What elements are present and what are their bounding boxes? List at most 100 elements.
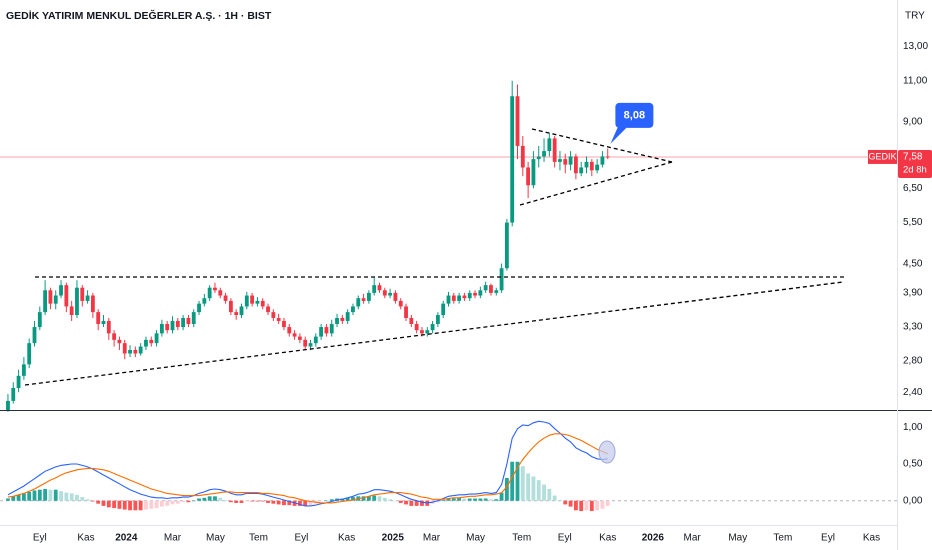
candle-body: [361, 298, 366, 301]
histogram-bar: [197, 498, 201, 501]
histogram-bar: [239, 500, 244, 503]
candle-body: [144, 339, 148, 347]
histogram-bar: [473, 498, 477, 501]
candle-body: [324, 327, 329, 334]
histogram-bar: [144, 500, 148, 510]
histogram-bar: [287, 500, 292, 506]
candle-body: [451, 295, 456, 301]
candle-body: [16, 375, 21, 388]
x-tick-label: 2025: [382, 533, 405, 544]
histogram-bar: [303, 500, 308, 506]
candle-body: [313, 336, 318, 344]
candle-body: [191, 312, 196, 324]
histogram-bar: [191, 500, 196, 502]
histogram-bar: [504, 477, 509, 501]
candle-body: [393, 292, 398, 301]
histogram-bar: [600, 500, 605, 509]
marks: [0, 80, 897, 512]
histogram-bar: [75, 494, 79, 501]
histogram-bar: [53, 489, 58, 501]
candle-body: [27, 343, 32, 365]
candle-body: [223, 295, 228, 301]
candle-body: [303, 339, 308, 347]
candle-body: [250, 295, 255, 304]
candle-body: [489, 285, 493, 293]
histogram-bar: [345, 497, 350, 501]
candle-body: [563, 159, 568, 165]
candle-body: [414, 323, 419, 331]
candle-body: [319, 327, 324, 337]
candle-body: [366, 292, 371, 301]
candle-body: [297, 336, 302, 340]
candle-body: [43, 290, 48, 313]
highlight-circle: [598, 440, 616, 464]
candle-body: [181, 317, 186, 328]
histogram-bar: [435, 500, 440, 503]
histogram-bar: [382, 497, 387, 501]
y-tick-label: 11,00: [903, 75, 928, 86]
x-tick-label: Eyl: [558, 533, 572, 544]
y-tick-label: 0,50: [903, 459, 923, 470]
histogram-bar: [467, 498, 472, 501]
histogram-bar: [80, 497, 85, 501]
candle-body: [175, 320, 180, 328]
price-tag-text: 7,58: [903, 152, 923, 163]
x-tick-label: Mar: [684, 533, 702, 544]
candle-body: [483, 285, 488, 291]
histogram-bar: [409, 500, 414, 506]
candle-body: [526, 167, 531, 186]
histogram-bar: [11, 496, 16, 501]
candle-body: [388, 292, 393, 296]
y-tick-label: 9,00: [903, 116, 923, 127]
histogram-bar: [319, 500, 324, 502]
candle-body: [207, 287, 212, 299]
candle-body: [32, 327, 37, 344]
histogram-bar: [398, 500, 403, 503]
candle-body: [335, 317, 339, 324]
candle-body: [504, 222, 509, 269]
y-tick-label: 3,90: [903, 288, 923, 299]
histogram-bar: [244, 500, 249, 502]
histogram-bar: [117, 500, 122, 509]
support-line: [24, 281, 844, 386]
histogram-bar: [234, 500, 239, 503]
candle-body: [573, 156, 578, 174]
candle-body: [133, 349, 138, 354]
histogram-bar: [175, 500, 180, 504]
histogram-bar: [207, 496, 212, 501]
candle-body: [75, 287, 79, 316]
histogram-bar: [297, 500, 302, 506]
candle-body: [600, 156, 605, 165]
histogram-bar: [250, 500, 255, 502]
histogram-bar: [414, 500, 419, 506]
candle-body: [398, 300, 403, 307]
y-tick-label: 0,00: [903, 495, 923, 506]
histogram-bar: [393, 500, 398, 502]
histogram-bar: [526, 473, 531, 501]
candle-body: [382, 290, 387, 296]
histogram-bar: [202, 497, 207, 501]
x-tick-label: Mar: [164, 533, 182, 544]
histogram-bar: [388, 499, 393, 501]
histogram-bar: [282, 500, 286, 506]
histogram-bar: [112, 500, 117, 509]
candle-body: [59, 285, 63, 296]
candle-body: [48, 290, 53, 304]
x-tick-label: Kas: [599, 533, 616, 544]
macd-line: [7, 420, 608, 507]
histogram-bar: [128, 500, 132, 511]
histogram-bar: [159, 500, 164, 507]
candle-body: [542, 151, 546, 157]
candle-body: [340, 317, 345, 321]
x-tick-label: 2026: [642, 533, 665, 544]
x-tick-label: Eyl: [295, 533, 309, 544]
histogram-bar: [451, 498, 456, 501]
candle-body: [605, 156, 610, 158]
currency: TRY: [905, 11, 925, 22]
candle-body: [595, 164, 600, 171]
histogram-bar: [589, 500, 594, 512]
histogram-bar: [27, 491, 32, 501]
callout-tail: [610, 125, 627, 144]
histogram-bar: [21, 493, 26, 501]
